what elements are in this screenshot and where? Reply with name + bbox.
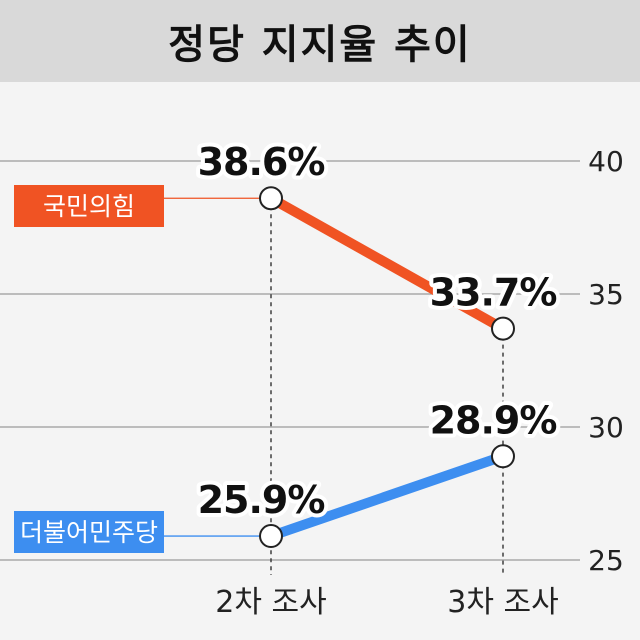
series-line-0	[268, 193, 506, 333]
legend-label-1: 더불어민주당	[20, 518, 158, 547]
y-tick-label-40: 40	[588, 145, 624, 178]
line-chart: 25 30 35 40 2차 조사 3차 조사 38.6% 33.7% 국민의힘 25.9% 28.…	[0, 136, 624, 620]
data-label-0-0: 38.6%	[198, 140, 325, 184]
data-point-0-1	[491, 316, 515, 341]
data-label-1-1: 28.9%	[430, 398, 557, 442]
chart-header: 정당 지지율 추이	[0, 0, 640, 82]
x-tick-label-2: 3차 조사	[447, 585, 558, 620]
y-tick-label-30: 30	[588, 411, 624, 444]
x-tick-label-1: 2차 조사	[215, 585, 326, 620]
legend-label-0: 국민의힘	[43, 192, 135, 221]
y-tick-label-25: 25	[588, 544, 624, 577]
data-point-1-0	[259, 524, 283, 549]
data-point-1-1	[491, 444, 515, 469]
data-point-0-0	[259, 186, 283, 211]
y-tick-label-35: 35	[588, 278, 624, 311]
chart-title: 정당 지지율 추이	[168, 22, 472, 68]
data-label-0-1: 33.7%	[430, 271, 557, 315]
legend-box-1	[14, 511, 164, 553]
legend-box-0	[14, 185, 164, 227]
data-label-1-0: 25.9%	[198, 478, 325, 522]
series-line-1	[269, 451, 505, 541]
